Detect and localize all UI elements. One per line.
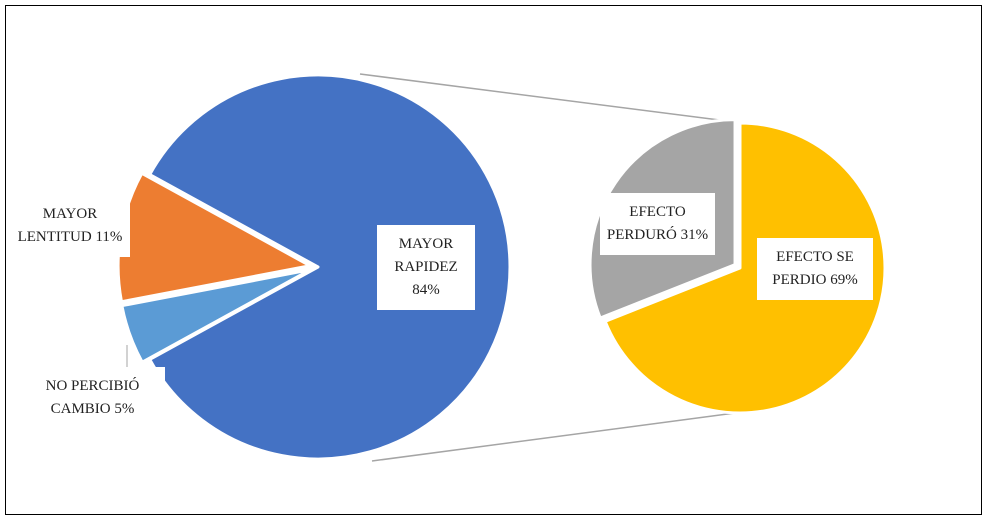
data-label: MAYOR LENTITUD 11% xyxy=(10,195,130,257)
slice-name: NO PERCIBIÓ CAMBIO xyxy=(45,378,140,417)
slice-name: EFECTO PERDURÓ xyxy=(606,204,686,243)
slice-name: MAYOR LENTITUD xyxy=(17,206,98,245)
pie-slice xyxy=(120,268,312,364)
slice-value: 69% xyxy=(830,272,858,288)
connector xyxy=(359,73,736,123)
slice-value: 31% xyxy=(680,227,709,243)
connector xyxy=(371,412,736,462)
slice-name: EFECTO SE PERDIO xyxy=(772,249,854,288)
slice-name: MAYOR RAPIDEZ xyxy=(394,236,458,275)
data-label: EFECTO PERDURÓ 31% xyxy=(600,193,715,255)
slice-value: 84% xyxy=(412,282,440,298)
data-label: NO PERCIBIÓ CAMBIO 5% xyxy=(20,367,165,429)
pie-slice xyxy=(148,73,512,461)
slice-value: 11% xyxy=(95,229,123,245)
data-label: EFECTO SE PERDIO 69% xyxy=(757,238,873,300)
frame xyxy=(5,5,982,515)
pie-slice xyxy=(603,121,887,415)
slice-value: 5% xyxy=(114,401,135,417)
data-label: MAYOR RAPIDEZ 84% xyxy=(377,225,475,310)
